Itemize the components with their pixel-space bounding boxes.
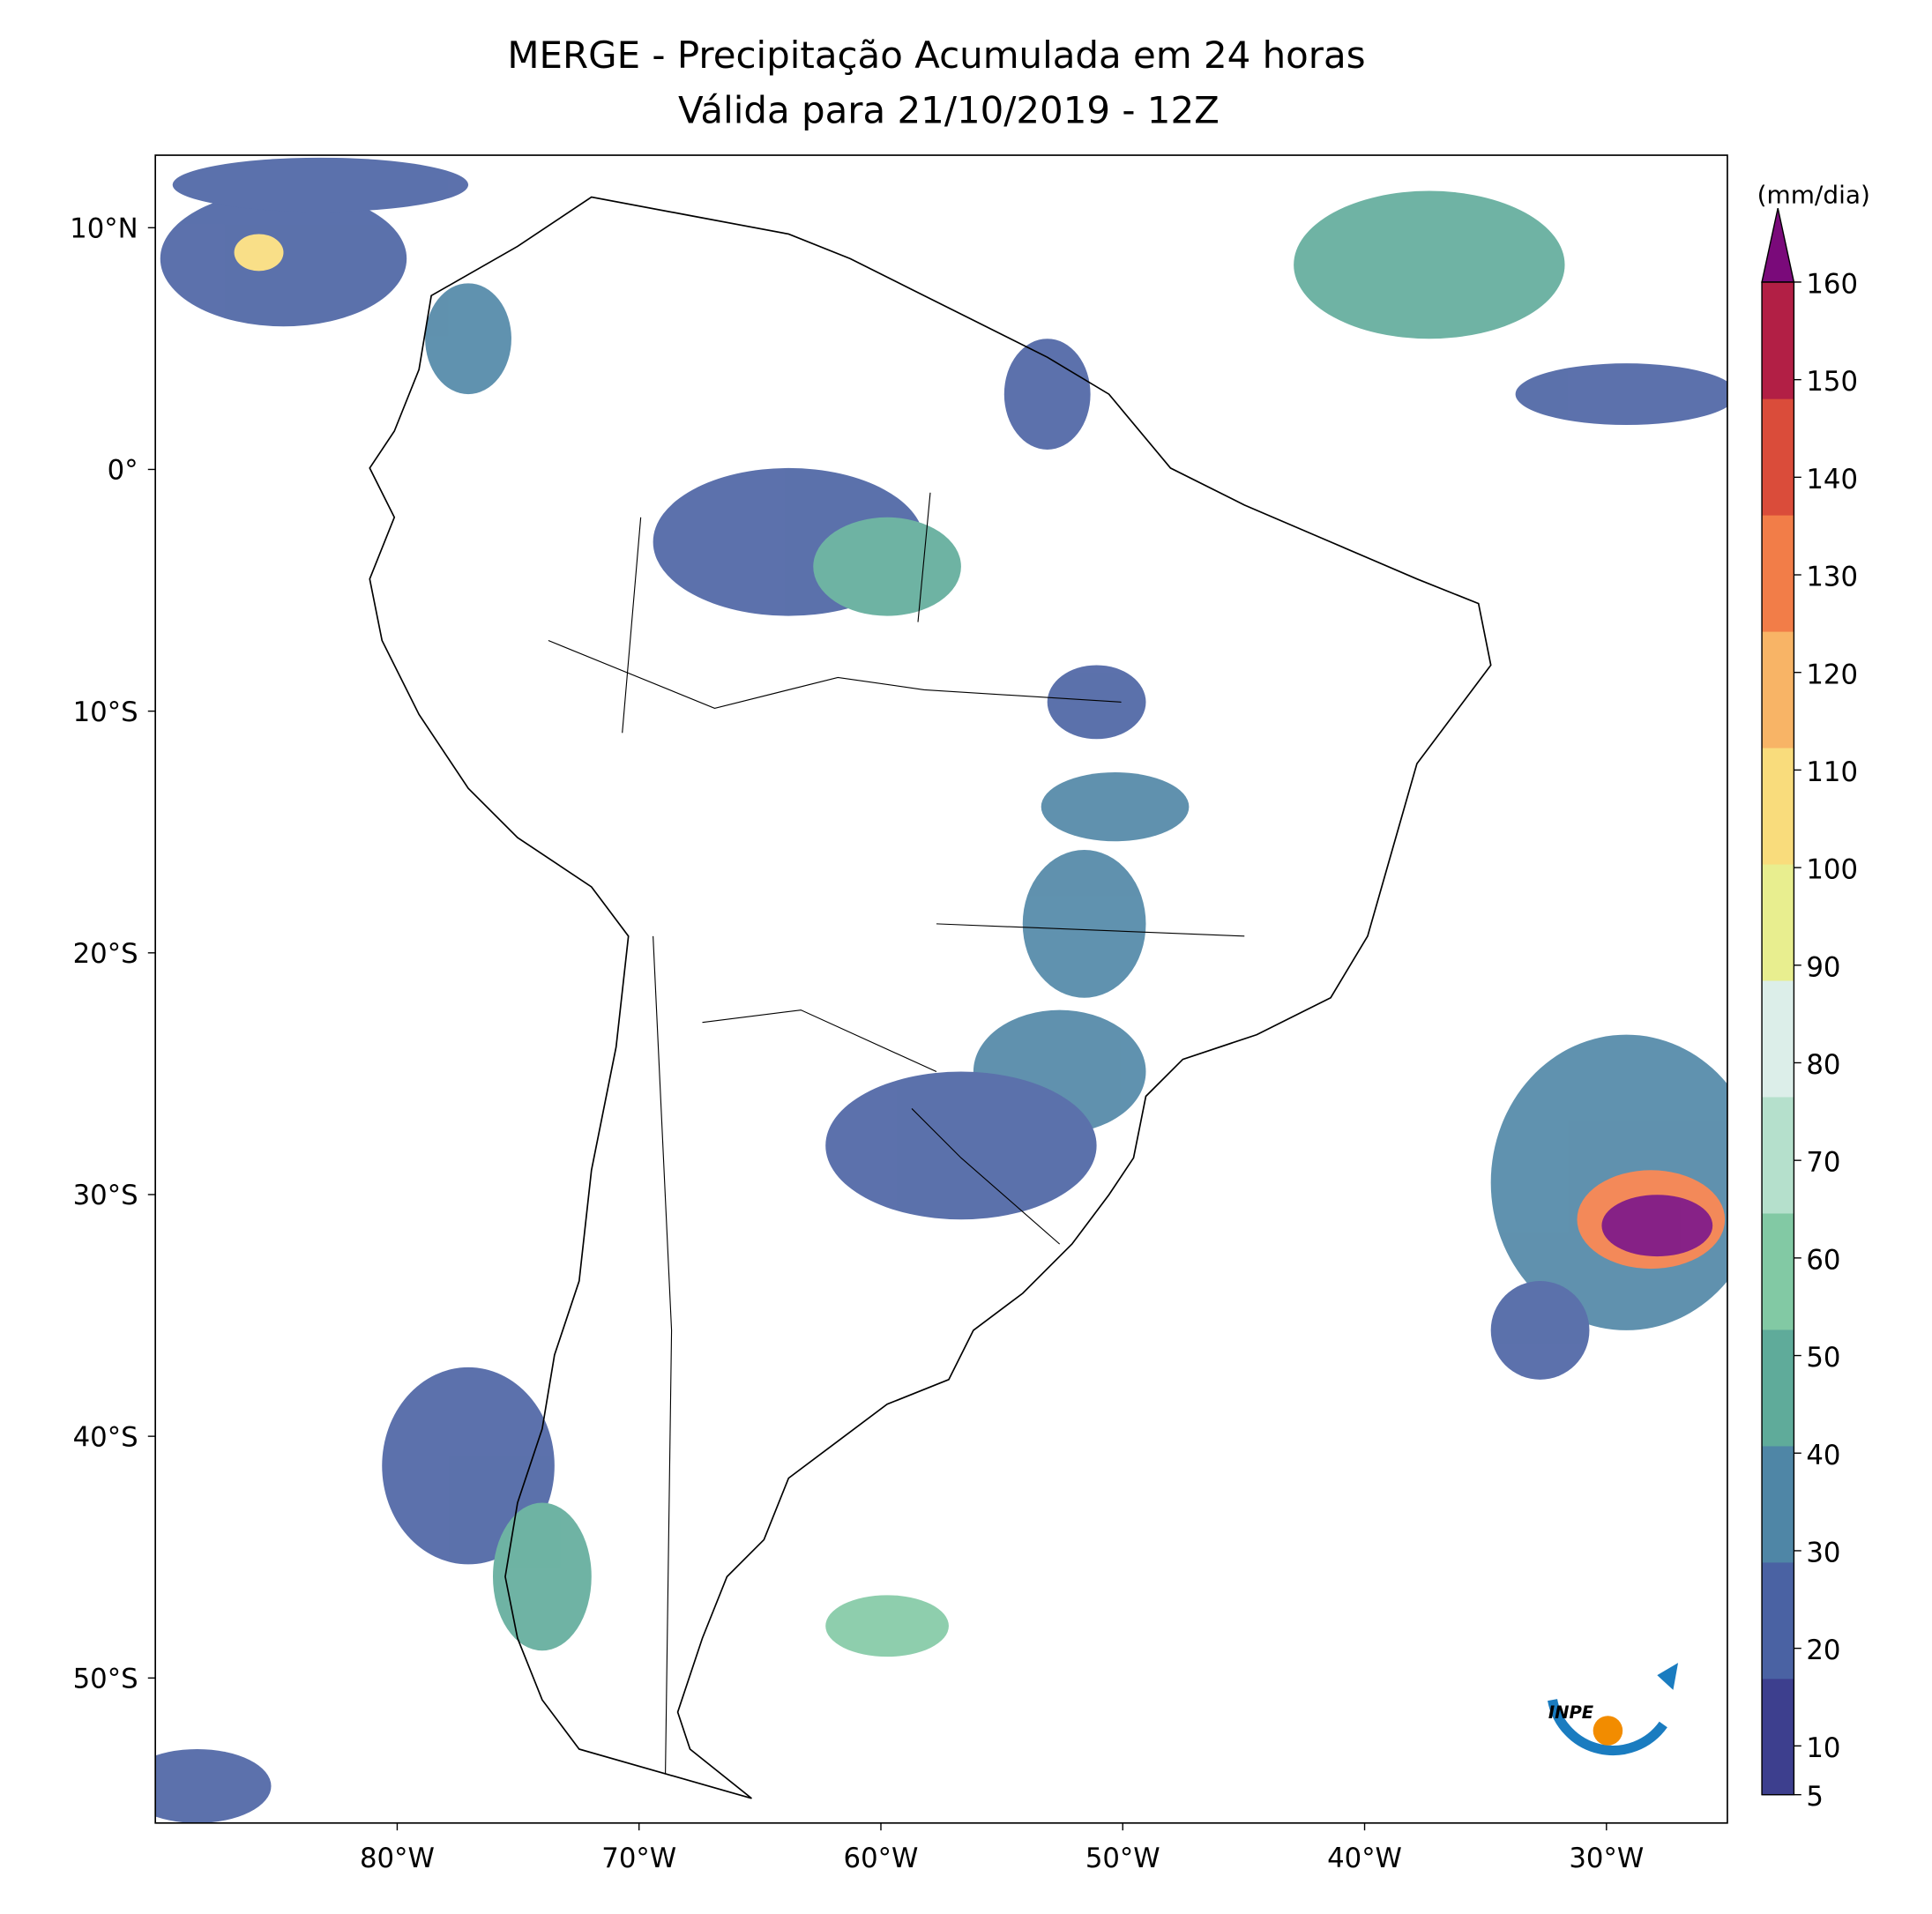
x-tick-label: 80°W — [360, 1843, 435, 1874]
colorbar-segment — [1762, 1561, 1794, 1679]
colorbar-tick-label: 20 — [1806, 1635, 1840, 1666]
colorbar-tick-label: 40 — [1806, 1440, 1840, 1471]
colorbar-segment — [1762, 1329, 1794, 1447]
colorbar-segment — [1762, 630, 1794, 748]
map-frame — [154, 154, 1728, 1824]
colorbar-tick-label: 10 — [1806, 1732, 1840, 1764]
colorbar-tick-label: 60 — [1806, 1244, 1840, 1276]
colorbar-segment — [1762, 1445, 1794, 1563]
y-tick-label: 20°S — [73, 938, 138, 970]
colorbar-segment — [1762, 514, 1794, 632]
colorbar-tick-label: 100 — [1806, 854, 1858, 886]
colorbar-segment — [1762, 1678, 1794, 1796]
y-tick-label: 50°S — [73, 1663, 138, 1694]
subtitle: Válida para 21/10/2019 - 12Z — [678, 89, 1220, 132]
colorbar-tick-label: 5 — [1806, 1781, 1824, 1813]
colorbar-tick-label: 70 — [1806, 1147, 1840, 1179]
colorbar-tick-label: 140 — [1806, 464, 1858, 495]
colorbar-tick-label: 130 — [1806, 562, 1858, 593]
y-tick-label: 30°S — [73, 1180, 138, 1211]
title: MERGE - Precipitação Acumulada em 24 hor… — [507, 34, 1365, 77]
x-tick-label: 50°W — [1085, 1843, 1160, 1874]
logo-text: INPE — [1548, 1702, 1594, 1723]
precipitation-field — [155, 157, 1727, 1823]
colorbar-segment — [1762, 1096, 1794, 1214]
x-tick-label: 70°W — [601, 1843, 676, 1874]
colorbar-label: (mm/dia) — [1757, 181, 1870, 210]
colorbar-segment — [1762, 979, 1794, 1098]
colorbar-tick-label: 30 — [1806, 1538, 1840, 1569]
colorbar-frame — [1761, 281, 1795, 1796]
x-tick-label: 40°W — [1327, 1843, 1402, 1874]
colorbar-segment — [1762, 747, 1794, 865]
borders — [548, 492, 1245, 1774]
x-tick-label: 60°W — [844, 1843, 919, 1874]
colorbar-segment — [1762, 863, 1794, 981]
colorbar-tick-label: 160 — [1806, 269, 1858, 301]
y-tick-label: 0° — [108, 455, 138, 487]
x-tick-label: 30°W — [1569, 1843, 1644, 1874]
y-tick-label: 10°N — [70, 212, 138, 244]
colorbar-tick-label: 150 — [1806, 366, 1858, 398]
colorbar-tick-label: 50 — [1806, 1342, 1840, 1374]
y-tick-label: 40°S — [73, 1421, 138, 1453]
coastline — [369, 196, 1492, 1799]
colorbar-tick-label: 110 — [1806, 756, 1858, 788]
y-tick-label: 10°S — [73, 696, 138, 728]
colorbar-segment — [1762, 1212, 1794, 1330]
colorbar-tick-label: 120 — [1806, 659, 1858, 690]
inpe-logo: INPE — [1548, 1663, 1679, 1756]
colorbar-segment — [1762, 281, 1794, 399]
colorbar-tick-label: 80 — [1806, 1049, 1840, 1081]
colorbar-extend — [1761, 207, 1795, 283]
colorbar-tick-label: 90 — [1806, 951, 1840, 983]
colorbar-segment — [1762, 398, 1794, 516]
